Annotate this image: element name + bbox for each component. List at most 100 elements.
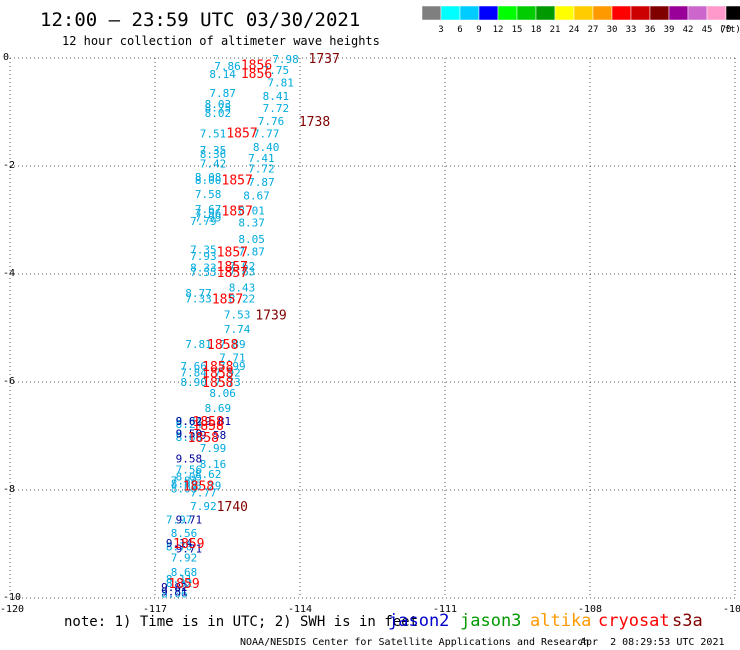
x-tick-label: -117 (143, 604, 167, 615)
swh-value: 9.81 (205, 415, 232, 428)
swh-value: 8.43 (229, 282, 256, 295)
swh-value: 7.81 (185, 338, 212, 351)
swh-value: 8.24 (176, 418, 203, 431)
colorbar-label: 12 (493, 25, 504, 35)
swh-value: 7.93 (190, 250, 217, 263)
legend-cryosat: cryosat (598, 611, 670, 631)
swh-value: 8.41 (263, 90, 290, 103)
swh-value: 8.22 (229, 292, 256, 305)
x-tick-label: -120 (0, 604, 24, 615)
swh-value: 9.58 (200, 429, 227, 442)
time-label: 1858 (188, 431, 219, 446)
colorbar-label: 24 (569, 25, 580, 35)
swh-value: 8.05 (238, 233, 265, 246)
swh-value: 7.33 (185, 292, 212, 305)
colorbar-swatch (459, 5, 480, 21)
colorbar-label: 39 (664, 25, 675, 35)
time-labels: 1737185618561738185718571857185718571857… (168, 52, 339, 592)
footer-timestamp: Apr 2 08:29:53 UTC 2021 (580, 637, 725, 648)
swh-value: 7.35 (190, 244, 217, 257)
x-tick-label: -108 (578, 604, 602, 615)
legend-jason2: jason2 (388, 611, 449, 631)
x-tick-label: -105 (723, 604, 740, 615)
swh-value: 7.56 (176, 463, 203, 476)
swh-value: 7.82 (171, 474, 198, 487)
colorbar-label: (ft) (719, 25, 740, 35)
swh-value: 9.71 (176, 542, 203, 555)
swh-value: 8.62 (195, 468, 222, 481)
swh-value: 8.01 (238, 204, 265, 217)
swh-value: 8.66 (176, 431, 203, 444)
colorbar-label: 45 (702, 25, 713, 35)
swh-value: 7.35 (200, 144, 227, 157)
swh-value: 8.84 (176, 415, 203, 428)
time-label: 1856 (241, 58, 272, 73)
time-label: 1738 (299, 115, 330, 130)
colorbar-swatch (668, 5, 689, 21)
swh-value: 8.69 (205, 402, 232, 415)
time-label: 1858 (193, 415, 224, 430)
swh-value: 8.03 (205, 98, 232, 111)
swh-value: 8.90 (180, 376, 207, 389)
colorbar-label: 42 (683, 25, 694, 35)
swh-value: 7.98 (272, 53, 299, 66)
colorbar: 3 6 9 12 15 18 21 24 27 30 33 36 39 42 45 70(ft) (421, 5, 740, 35)
swh-value: 8.33 (190, 262, 217, 275)
swh-value: 8.40 (253, 141, 280, 154)
time-label: 1857 (226, 127, 257, 142)
swh-value: 8.25 (205, 102, 232, 115)
colorbar-label: 21 (550, 25, 561, 35)
colorbar-swatch (592, 5, 613, 21)
swh-value: 8.11 (166, 573, 193, 586)
swh-value: 7.87 (248, 176, 275, 189)
colorbar-label: 27 (588, 25, 599, 35)
colorbar-label: 9 (476, 25, 481, 35)
time-label: 1858 (183, 480, 214, 495)
time-label: 1858 (193, 419, 224, 434)
swh-value: 9.71 (176, 514, 203, 527)
time-label: 1740 (217, 500, 248, 515)
legend-altika: altika (530, 611, 591, 631)
colorbar-swatch (573, 5, 594, 21)
swh-value: 9.62 (176, 415, 203, 428)
time-label: 1737 (309, 52, 340, 67)
swh-value: 7.77 (190, 487, 217, 500)
swh-value: 8.77 (185, 287, 212, 300)
swh-value: 8.16 (200, 458, 227, 471)
plot-grid (9, 57, 736, 599)
legend-jason3: jason3 (460, 611, 521, 631)
swh-value: 7.76 (258, 115, 285, 128)
swh-value: 8.89 (171, 478, 198, 491)
time-label: 1857 (212, 292, 243, 307)
colorbar-swatch (421, 5, 442, 21)
swh-value: 9.14 (166, 537, 193, 550)
swh-value: 8.05 (176, 471, 203, 484)
time-label: 1858 (202, 376, 233, 391)
colorbar-swatch (725, 5, 740, 21)
colorbar-swatch (687, 5, 708, 21)
swh-value: 8.06 (161, 588, 188, 601)
legend-s3a: s3a (672, 611, 703, 631)
swh-value: 8.14 (209, 68, 236, 81)
swh-value: 9.58 (176, 453, 203, 466)
swh-value: 7.71 (219, 352, 246, 365)
time-label: 1857 (222, 204, 253, 219)
swh-value: 7.75 (263, 64, 290, 77)
swh-value: 7.92 (171, 552, 198, 565)
swh-value: 7.86 (214, 60, 241, 73)
swh-value: 7.97 (166, 514, 193, 527)
satellite-legend: jason2 jason3 altika cryosat s3a (388, 611, 703, 631)
swh-value: 8.70 (166, 541, 193, 554)
swh-value: 7.67 (195, 203, 222, 216)
colorbar-label: 36 (645, 25, 656, 35)
colorbar-label: 6 (457, 25, 462, 35)
swh-value: 7.41 (248, 152, 275, 165)
swh-value: 7.73 (214, 376, 241, 389)
swh-value: 7.96 (195, 207, 222, 220)
swh-value: 8.32 (166, 577, 193, 590)
y-tick-label: -6 (3, 376, 15, 387)
swh-value: 7.72 (263, 102, 290, 115)
axis-ticks: -120 -117 -114 -111 -108 -105 0 -2 -4 -6 -8 -10 (0, 52, 740, 615)
colorbar-swatch (611, 5, 632, 21)
